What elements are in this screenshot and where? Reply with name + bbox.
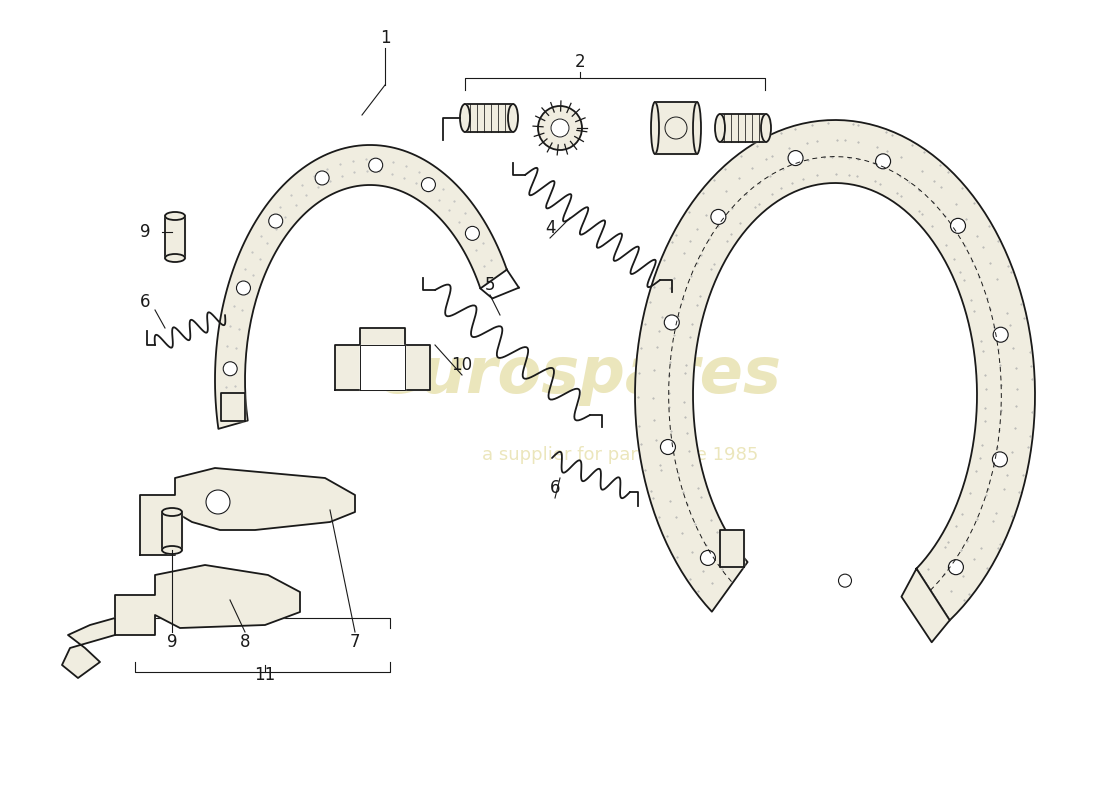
Circle shape bbox=[950, 218, 966, 234]
Circle shape bbox=[368, 158, 383, 172]
Circle shape bbox=[206, 490, 230, 514]
Circle shape bbox=[315, 171, 329, 185]
Bar bbox=[654, 102, 697, 154]
Text: 11: 11 bbox=[254, 666, 276, 684]
Polygon shape bbox=[635, 120, 1035, 620]
Circle shape bbox=[948, 560, 964, 574]
Ellipse shape bbox=[761, 114, 771, 142]
Ellipse shape bbox=[651, 102, 659, 154]
Polygon shape bbox=[221, 393, 244, 421]
Text: 1: 1 bbox=[379, 29, 390, 47]
Text: a supplier for parts since 1985: a supplier for parts since 1985 bbox=[482, 446, 758, 464]
Text: 8: 8 bbox=[240, 633, 251, 651]
Bar bbox=[165, 216, 185, 258]
Bar bbox=[720, 114, 766, 142]
Circle shape bbox=[268, 214, 283, 228]
Bar bbox=[162, 512, 182, 550]
Bar bbox=[654, 102, 697, 154]
Text: 2: 2 bbox=[574, 53, 585, 71]
Text: 9: 9 bbox=[167, 633, 177, 651]
Text: eurospares: eurospares bbox=[378, 344, 782, 406]
Circle shape bbox=[993, 327, 1009, 342]
Polygon shape bbox=[62, 618, 116, 678]
Circle shape bbox=[992, 452, 1008, 467]
Text: 9: 9 bbox=[140, 223, 151, 241]
Ellipse shape bbox=[162, 546, 182, 554]
Bar bbox=[465, 104, 513, 132]
Text: 7: 7 bbox=[350, 633, 361, 651]
Circle shape bbox=[876, 154, 891, 169]
Bar bbox=[720, 114, 766, 142]
Circle shape bbox=[538, 106, 582, 150]
Circle shape bbox=[223, 362, 238, 376]
Bar bbox=[162, 512, 182, 550]
Circle shape bbox=[711, 210, 726, 225]
Text: 5: 5 bbox=[485, 276, 495, 294]
Polygon shape bbox=[214, 145, 507, 429]
Ellipse shape bbox=[715, 114, 725, 142]
Circle shape bbox=[788, 150, 803, 166]
Ellipse shape bbox=[460, 104, 470, 132]
Polygon shape bbox=[719, 530, 744, 567]
Text: 10: 10 bbox=[451, 356, 473, 374]
Circle shape bbox=[664, 315, 680, 330]
Circle shape bbox=[838, 574, 851, 587]
Circle shape bbox=[421, 178, 436, 192]
Circle shape bbox=[701, 550, 715, 566]
Ellipse shape bbox=[162, 508, 182, 516]
Circle shape bbox=[465, 226, 480, 240]
Polygon shape bbox=[901, 569, 949, 642]
Ellipse shape bbox=[693, 102, 701, 154]
Text: 6: 6 bbox=[140, 293, 151, 311]
Text: 4: 4 bbox=[544, 219, 556, 237]
Circle shape bbox=[551, 119, 569, 137]
Bar bbox=[465, 104, 513, 132]
Polygon shape bbox=[116, 565, 300, 635]
Bar bbox=[165, 216, 185, 258]
Polygon shape bbox=[336, 328, 430, 390]
Ellipse shape bbox=[165, 212, 185, 220]
Circle shape bbox=[660, 439, 675, 454]
Text: 6: 6 bbox=[550, 479, 560, 497]
Ellipse shape bbox=[165, 254, 185, 262]
Ellipse shape bbox=[508, 104, 518, 132]
Polygon shape bbox=[140, 468, 355, 555]
Polygon shape bbox=[360, 345, 405, 390]
Circle shape bbox=[236, 281, 251, 295]
